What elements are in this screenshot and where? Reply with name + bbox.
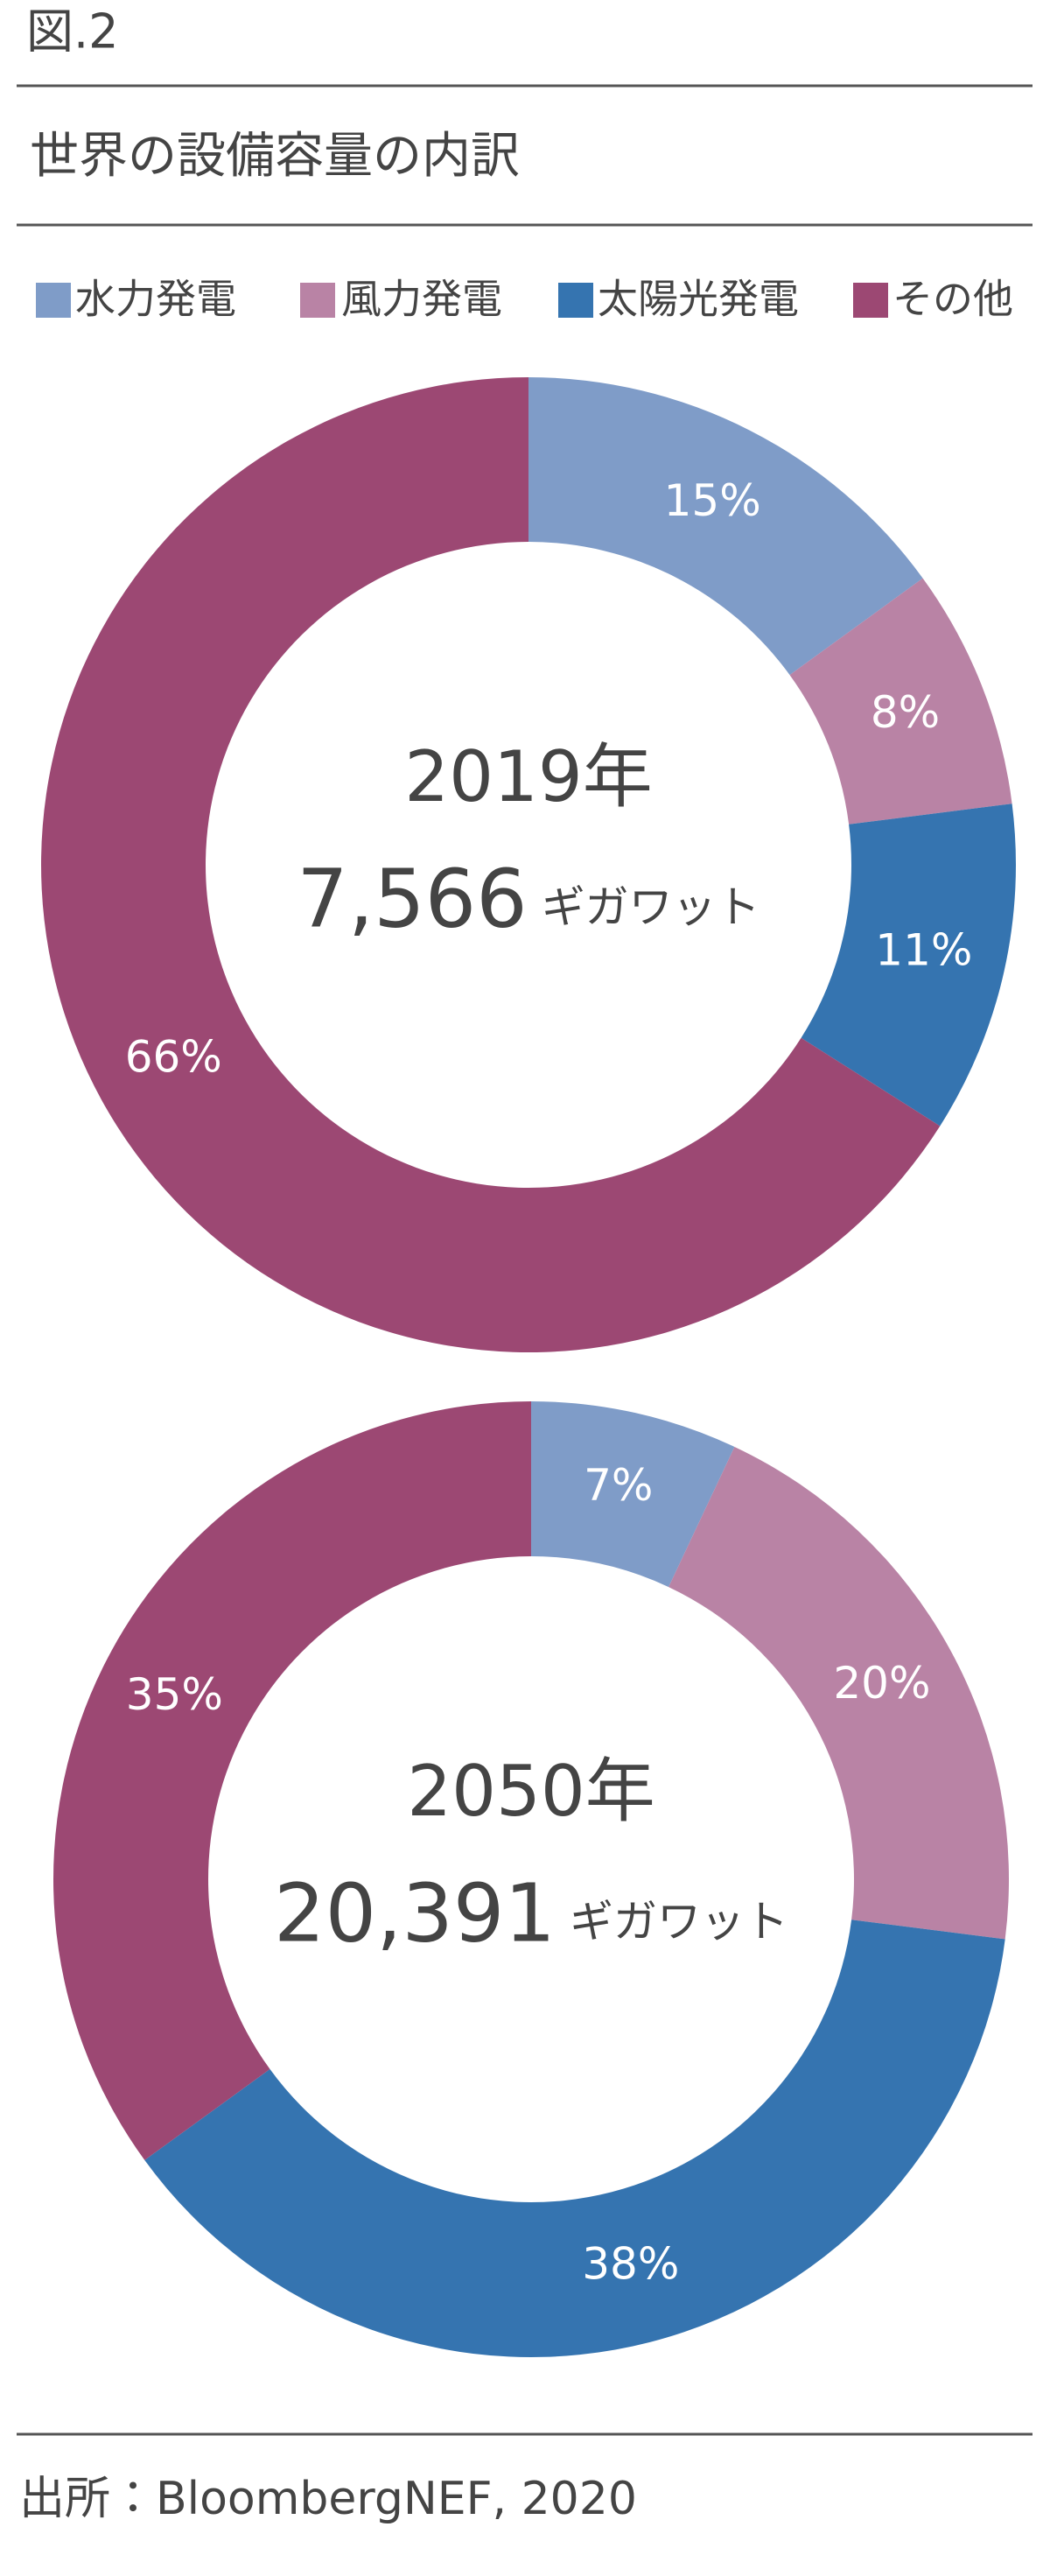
value-label: 66%	[125, 1032, 222, 1083]
slice	[789, 578, 1012, 825]
value-label: 35%	[126, 1669, 223, 1720]
slice	[53, 1401, 532, 2160]
legend-label: 水力発電	[75, 276, 236, 323]
figure-label: 図.2	[26, 4, 119, 60]
legend-swatch	[36, 283, 71, 318]
slice	[531, 1401, 735, 1588]
total: 7,566	[297, 852, 527, 945]
total-unit: ギガワット	[570, 1897, 788, 1948]
center-title: 2050年	[407, 1751, 655, 1832]
legend-swatch	[558, 283, 593, 318]
legend-label: 風力発電	[341, 276, 502, 323]
chart-title: 世界の設備容量の内訳	[30, 128, 520, 185]
source: 出所：BloombergNEF, 2020	[19, 2473, 637, 2525]
value-label: 20%	[833, 1658, 930, 1709]
slice	[668, 1446, 1009, 1940]
total-unit: ギガワット	[542, 882, 760, 933]
value-label: 7%	[584, 1460, 653, 1511]
legend-swatch	[853, 283, 888, 318]
value-label: 8%	[871, 687, 940, 738]
total: 20,391	[274, 1866, 556, 1960]
slice	[144, 1920, 1005, 2357]
slice	[41, 377, 941, 1352]
legend-swatch	[300, 283, 335, 318]
legend-label: 太陽光発電	[598, 276, 799, 323]
slice	[801, 804, 1016, 1127]
slice	[528, 377, 923, 676]
value-label: 38%	[582, 2239, 679, 2290]
value-label: 11%	[875, 925, 972, 976]
center-title: 2019年	[404, 736, 653, 818]
legend-label: その他	[892, 276, 1013, 323]
value-label: 15%	[664, 475, 761, 526]
